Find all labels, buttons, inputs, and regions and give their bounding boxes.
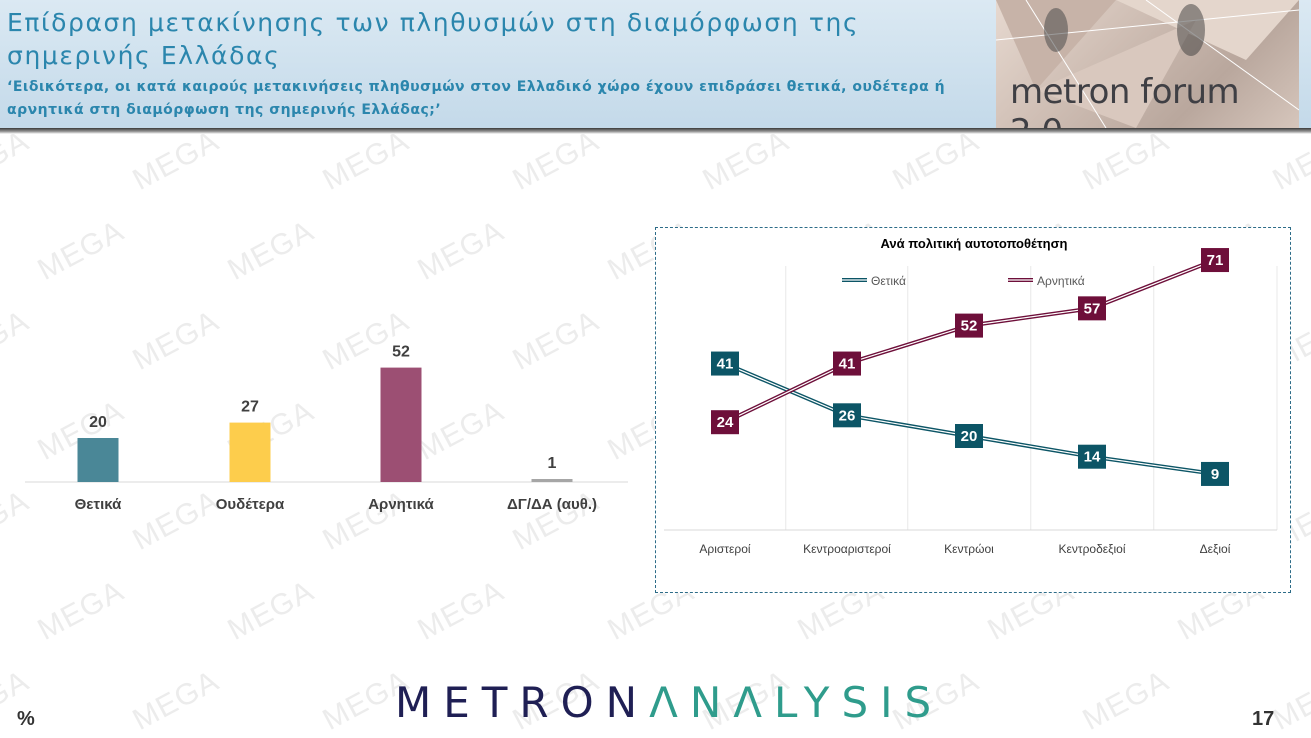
bar-category-label: Θετικά (75, 496, 123, 513)
bar-value-label: 1 (548, 455, 557, 472)
series-line-inner (724, 362, 1216, 475)
data-label: 20 (961, 428, 978, 445)
data-label-box (1201, 461, 1229, 486)
slide-header: Επίδραση μετακίνησης των πληθυσμών στη δ… (0, 0, 1311, 131)
watermark-text: MEGA (1077, 664, 1175, 737)
watermark-text: MEGA (0, 134, 35, 197)
watermark-text: MEGA (127, 134, 225, 197)
data-label-box (833, 403, 861, 428)
x-tick-label: Αριστεροί (699, 542, 750, 556)
data-label: 71 (1207, 252, 1224, 269)
x-tick-label: Κεντρώοι (944, 542, 994, 556)
data-label: 41 (839, 356, 856, 373)
data-label: 14 (1084, 449, 1101, 466)
bar-category-label: Ουδέτερα (216, 496, 285, 513)
bar (531, 479, 573, 482)
page-number: 17 (1252, 708, 1275, 730)
bar-category-label: ΔΓ/ΔΑ (αυθ.) (507, 496, 597, 513)
brand-logo: METRONΛNΛLYSIS (395, 678, 943, 727)
forum-logo: metron forum 2.0 (996, 0, 1299, 128)
series-line (724, 258, 1216, 425)
series-line (724, 361, 1216, 476)
data-label: 24 (717, 414, 734, 431)
watermark-text: MEGA (222, 214, 320, 287)
bar-chart-svg: 20 Θετικά 27 Ουδέτερα 52 Αρνητικά 1 ΔΓ/ΔΑ (αυθ.… (25, 344, 628, 513)
bar (229, 422, 271, 482)
bar (77, 438, 119, 482)
watermark-text: MEGA (32, 214, 130, 287)
bar-value-label: 27 (241, 399, 259, 416)
watermark-text: MEGA (32, 574, 130, 647)
data-label: 57 (1084, 300, 1101, 317)
line-chart-title: Ανά πολιτική αυτοτοποθέτηση (881, 236, 1068, 251)
watermark-text: MEGA (412, 214, 510, 287)
data-label-box (1078, 296, 1106, 321)
header-divider (0, 128, 1311, 134)
watermark-text: MEGA (697, 134, 795, 197)
overall-bar-chart: 20 Θετικά 27 Ουδέτερα 52 Αρνητικά 1 ΔΓ/ΔΑ (αυθ.… (0, 300, 640, 540)
legend-label: Αρνητικά (1037, 274, 1085, 288)
legend-label: Θετικά (871, 274, 906, 288)
watermark-text: MEGA (222, 574, 320, 647)
line-chart-svg: Ανά πολιτική αυτοτοποθέτηση Θετικά Αρνητικ… (664, 236, 1278, 556)
bar-category-label: Αρνητικά (368, 496, 434, 513)
watermark-text: MEGA (887, 134, 985, 197)
data-label-box (955, 424, 983, 448)
data-label-box (711, 410, 739, 435)
watermark-text: MEGA (1267, 134, 1311, 197)
watermark-text: MEGA (507, 134, 605, 197)
bar-value-label: 20 (89, 414, 107, 431)
logo-text: metron forum 2.0 (1010, 72, 1240, 128)
data-label-box (955, 313, 983, 338)
data-label: 9 (1211, 466, 1219, 483)
data-label: 52 (961, 318, 978, 335)
watermark-text: MEGA (127, 664, 225, 737)
bar-value-label: 52 (392, 344, 410, 361)
watermark-text: MEGA (1077, 134, 1175, 197)
data-label: 26 (839, 407, 856, 424)
brand-logo-part1: METRON (395, 678, 650, 727)
slide-subtitle: ‘Ειδικότερα, οι κατά καιρούς μετακινήσει… (7, 79, 946, 118)
unit-label: % (17, 708, 35, 730)
watermark-text: MEGA (317, 134, 415, 197)
data-label-box (1078, 444, 1106, 469)
series-line-inner (724, 259, 1216, 423)
data-label-box (711, 351, 739, 376)
logo-background-graphic (996, 0, 1299, 128)
watermark-text: MEGA (412, 574, 510, 647)
slide-title: Επίδραση μετακίνησης των πληθυσμών στη δ… (7, 8, 860, 70)
data-label-box (1201, 248, 1229, 273)
bar (380, 367, 422, 482)
x-tick-label: Κεντροδεξιοί (1058, 542, 1125, 556)
political-line-chart-panel: Ανά πολιτική αυτοτοποθέτηση Θετικά Αρνητικ… (655, 227, 1291, 593)
x-tick-label: Δεξιοί (1200, 542, 1231, 556)
x-tick-label: Κεντροαριστεροί (803, 542, 891, 556)
brand-logo-part2: ΛNΛLYSIS (649, 678, 944, 727)
data-label: 41 (717, 356, 734, 373)
data-label-box (833, 351, 861, 376)
